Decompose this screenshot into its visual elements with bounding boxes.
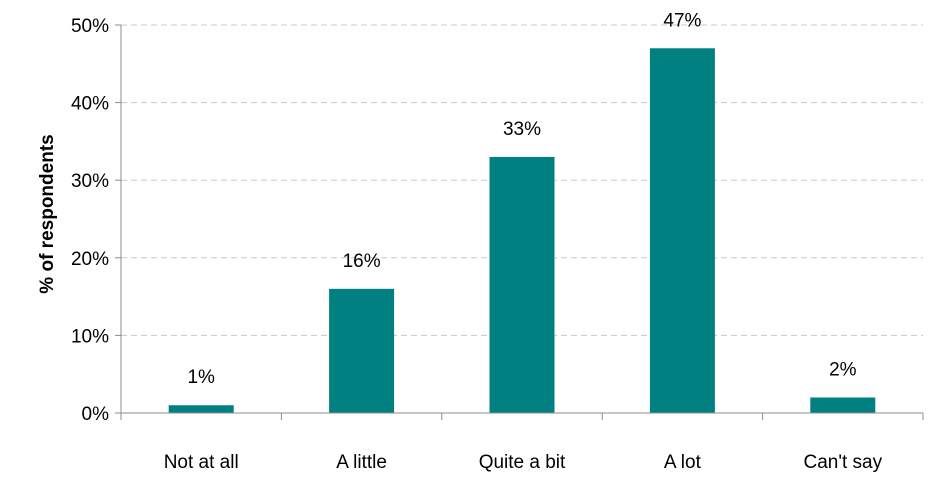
y-tick-label: 30% <box>71 171 109 192</box>
y-tick-label: 0% <box>82 404 110 425</box>
bar <box>489 156 555 414</box>
bars <box>168 48 876 414</box>
x-category-label: A little <box>336 452 387 473</box>
data-label: 47% <box>663 10 701 31</box>
y-tick-label: 10% <box>71 326 109 347</box>
x-category-label: Can't say <box>803 452 882 473</box>
data-label: 33% <box>503 119 541 140</box>
bar <box>168 405 234 413</box>
y-tick-label: 40% <box>71 94 109 115</box>
data-label: 16% <box>343 251 381 272</box>
axes <box>115 24 924 420</box>
x-category-label: A lot <box>664 452 702 473</box>
labels: 0% 10% 20% 30% 40% 50% 1% Not at all 16% A little… <box>71 10 883 473</box>
data-label: 1% <box>187 367 215 388</box>
data-label: 2% <box>829 359 857 380</box>
bar <box>810 397 876 413</box>
bar <box>649 48 715 413</box>
x-category-label: Quite a bit <box>479 452 566 473</box>
y-axis-title: % of respondents <box>37 134 58 293</box>
bar <box>329 288 395 413</box>
y-tick-label: 50% <box>71 16 109 37</box>
x-category-label: Not at all <box>164 452 239 473</box>
y-tick-label: 20% <box>71 249 109 270</box>
